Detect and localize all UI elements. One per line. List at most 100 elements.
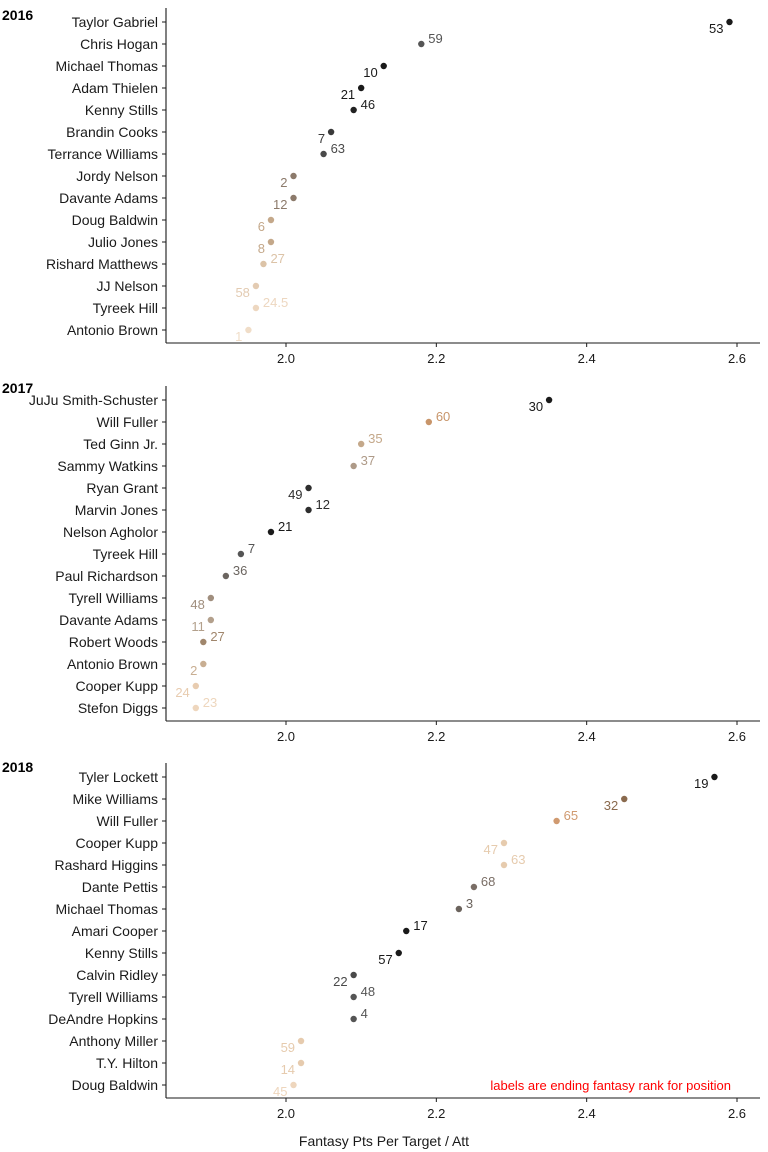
player-label: Dante Pettis xyxy=(82,879,158,895)
data-point xyxy=(297,1037,305,1045)
player-label: Tyrell Williams xyxy=(69,590,158,606)
x-tick-label: 2.6 xyxy=(728,729,746,744)
rank-label: 7 xyxy=(318,131,325,146)
data-point xyxy=(395,949,402,957)
rank-label: 24.5 xyxy=(263,295,288,310)
data-point xyxy=(245,326,252,334)
x-tick-label: 2.2 xyxy=(427,351,445,366)
player-label: Tyrell Williams xyxy=(69,989,158,1005)
data-point xyxy=(621,795,628,803)
player-label: Amari Cooper xyxy=(72,923,159,939)
data-point xyxy=(252,282,260,290)
data-point xyxy=(290,194,297,202)
player-label: Anthony Miller xyxy=(69,1033,158,1049)
player-label: Tyler Lockett xyxy=(79,769,158,785)
player-label: Nelson Agholor xyxy=(63,524,158,540)
panel-title: 2017 xyxy=(2,380,33,396)
data-point xyxy=(267,216,275,224)
data-point xyxy=(350,106,357,114)
player-label: Robert Woods xyxy=(69,634,158,650)
data-point xyxy=(222,572,230,580)
x-tick-label: 2.0 xyxy=(277,1106,295,1121)
data-point xyxy=(200,638,207,646)
player-label: Davante Adams xyxy=(59,612,158,628)
rank-label: 48 xyxy=(361,984,375,999)
x-tick-label: 2.2 xyxy=(427,729,445,744)
rank-label: 21 xyxy=(341,87,355,102)
player-label: T.Y. Hilton xyxy=(96,1055,158,1071)
rank-label: 8 xyxy=(258,241,265,256)
player-label: Ryan Grant xyxy=(86,480,158,496)
panel-2018: 2018 2.0 2.2 2.4 2.6 Tyler Lockett 19 Mike Will… xyxy=(2,759,760,1121)
player-label: Michael Thomas xyxy=(56,901,158,917)
rank-label: 4 xyxy=(361,1006,368,1021)
player-label: Tyreek Hill xyxy=(93,546,158,562)
x-tick-label: 2.0 xyxy=(277,351,295,366)
panel-2017: 2017 2.0 2.2 2.4 2.6 JuJu Smith-Schuster 30 Wil… xyxy=(2,380,760,744)
data-point xyxy=(350,971,357,979)
player-label: Will Fuller xyxy=(97,414,159,430)
data-point xyxy=(357,440,365,448)
data-point xyxy=(455,905,463,913)
player-label: Antonio Brown xyxy=(67,656,158,672)
data-point xyxy=(403,927,410,935)
player-label: Tyreek Hill xyxy=(93,300,158,316)
player-label: JJ Nelson xyxy=(97,278,158,294)
data-point xyxy=(357,84,365,92)
x-tick-label: 2.6 xyxy=(728,1106,746,1121)
rank-label: 48 xyxy=(190,597,204,612)
rank-label: 46 xyxy=(361,97,375,112)
player-label: Rashard Higgins xyxy=(55,857,159,873)
data-point xyxy=(207,594,215,602)
data-point xyxy=(418,40,425,48)
x-tick-label: 2.6 xyxy=(728,351,746,366)
data-point xyxy=(545,396,553,404)
rank-label: 1 xyxy=(235,329,242,344)
rank-label: 36 xyxy=(233,563,247,578)
player-label: Terrance Williams xyxy=(48,146,158,162)
data-point xyxy=(267,238,275,246)
player-label: Doug Baldwin xyxy=(72,212,158,228)
player-label: Cooper Kupp xyxy=(75,835,158,851)
player-label: Kenny Stills xyxy=(85,102,158,118)
data-point xyxy=(726,18,733,26)
player-label: Ted Ginn Jr. xyxy=(83,436,158,452)
rank-label: 19 xyxy=(694,776,708,791)
rank-label: 63 xyxy=(331,141,345,156)
player-label: JuJu Smith-Schuster xyxy=(29,392,158,408)
player-label: Marvin Jones xyxy=(75,502,158,518)
rank-label: 22 xyxy=(333,974,347,989)
rank-label: 60 xyxy=(436,409,450,424)
rank-annotation: labels are ending fantasy rank for posit… xyxy=(490,1078,731,1093)
data-point xyxy=(192,704,199,712)
rank-label: 2 xyxy=(280,175,287,190)
player-label: Jordy Nelson xyxy=(76,168,158,184)
data-point xyxy=(380,62,387,70)
data-point xyxy=(200,660,207,668)
x-tick-label: 2.4 xyxy=(578,351,596,366)
data-point xyxy=(327,128,335,136)
player-label: Paul Richardson xyxy=(55,568,158,584)
player-label: Doug Baldwin xyxy=(72,1077,158,1093)
rank-label: 2 xyxy=(190,663,197,678)
data-point xyxy=(320,150,327,158)
player-label: DeAndre Hopkins xyxy=(48,1011,158,1027)
data-point xyxy=(290,172,297,180)
player-label: Davante Adams xyxy=(59,190,158,206)
data-point xyxy=(470,883,478,891)
rank-label: 6 xyxy=(258,219,265,234)
player-label: Adam Thielen xyxy=(72,80,158,96)
rank-label: 65 xyxy=(564,808,578,823)
rank-label: 45 xyxy=(273,1084,287,1099)
rank-label: 12 xyxy=(316,497,330,512)
rank-label: 63 xyxy=(511,852,525,867)
player-label: Brandin Cooks xyxy=(66,124,158,140)
data-point xyxy=(350,462,357,470)
x-tick-label: 2.4 xyxy=(578,729,596,744)
data-point xyxy=(252,304,260,312)
rank-label: 58 xyxy=(235,285,249,300)
rank-label: 11 xyxy=(191,619,205,634)
data-point xyxy=(350,993,357,1001)
data-point xyxy=(297,1059,305,1067)
data-point xyxy=(500,839,508,847)
